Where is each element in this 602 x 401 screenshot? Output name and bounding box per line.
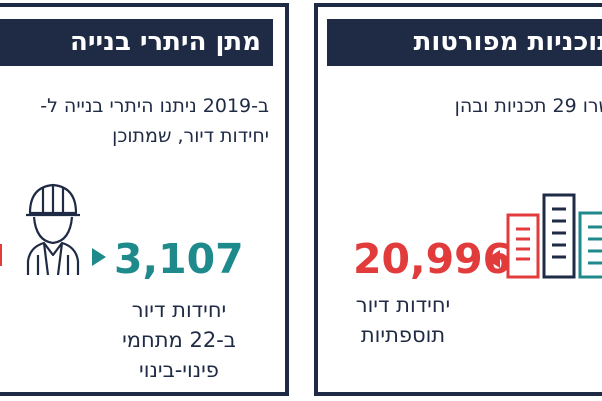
plans-units: יחידות דיור תוספתיות [328,290,478,350]
plans-arrow-icon [486,250,500,268]
permits-red-marker [0,244,2,266]
plans-card-title: תוכניות מפורטות [327,19,602,66]
permits-card-intro: ב-2019 ניתנו היתרי בנייה ל- יחידות דיור,… [40,91,269,151]
buildings-icon [506,193,602,279]
permits-card-title: מתן היתרי בנייה [0,19,273,66]
permits-units-line-2: ב-22 מתחמי [122,328,236,352]
construction-worker-icon [26,183,80,275]
permits-units-line-3: פינוי-בינוי [139,358,219,382]
permits-arrow-icon [92,248,106,266]
plans-units-line-1: יחידות דיור [355,293,451,317]
permits-units: יחידות דיור ב-22 מתחמי פינוי-בינוי [104,295,254,385]
plans-card: תוכניות מפורטות אושרו 29 תכניות ובהן 20,… [314,3,602,396]
permits-card: מתן היתרי בנייה ב-2019 ניתנו היתרי בנייה… [0,3,289,396]
plans-value: 20,996 [353,235,512,283]
permits-intro-line-1: ב-2019 ניתנו היתרי בנייה ל- [40,95,269,117]
plans-units-line-2: תוספתיות [360,323,446,347]
permits-intro-line-2: יחידות דיור, שמתוכן [112,125,269,147]
plans-card-intro: אושרו 29 תכניות ובהן [454,95,602,117]
permits-units-line-1: יחידות דיור [131,298,227,322]
permits-value: 3,107 [114,235,244,283]
